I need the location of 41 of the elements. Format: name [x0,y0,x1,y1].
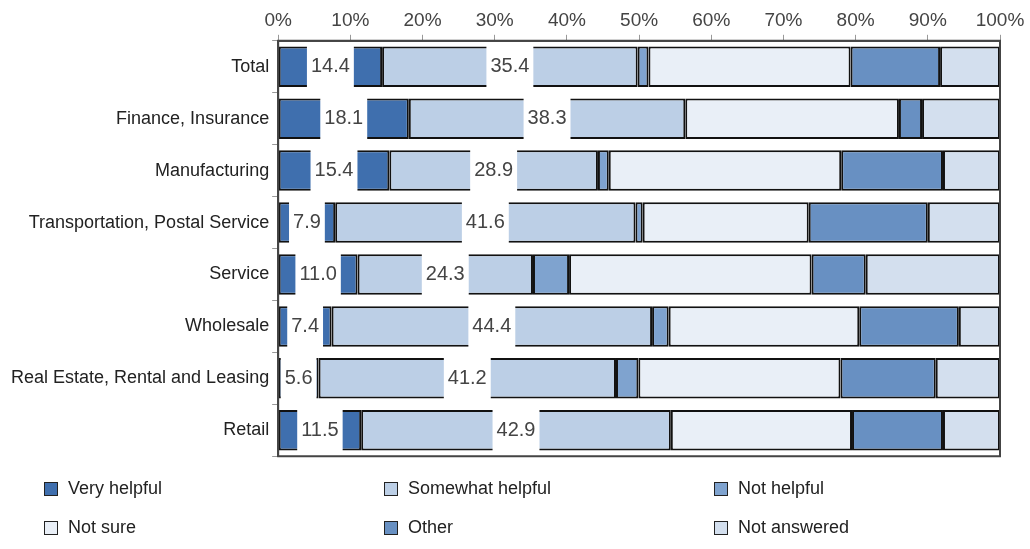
data-label: 41.2 [447,365,487,388]
data-label: 38.3 [527,106,567,129]
data-label: 11.0 [299,261,337,284]
data-label: 44.4 [472,313,512,336]
y-tick-label: Manufacturing [155,159,270,180]
y-tick-label: Finance, Insurance [116,107,270,128]
x-tick-label: 50% [620,8,659,30]
legend-label: Not helpful [738,478,825,499]
data-label: 28.9 [474,158,514,181]
y-tick-label: Service [209,263,270,284]
x-tick-label: 20% [403,8,442,30]
x-tick-label: 90% [908,8,947,30]
data-label: 11.5 [301,417,339,440]
y-tick-label: Transportation, Postal Service [28,211,270,232]
x-tick-label: 0% [264,8,292,30]
legend-label: Not answered [738,517,850,538]
x-tick-label: 30% [475,8,514,30]
data-label: 15.4 [314,158,354,181]
x-tick-label: 70% [764,8,803,30]
legend-label: Other [408,517,454,538]
legend-label: Somewhat helpful [408,478,552,499]
data-label: 24.3 [425,261,465,284]
y-tick-label: Wholesale [185,315,270,336]
data-label: 7.9 [293,210,321,233]
x-tick-label: 80% [836,8,875,30]
data-label: 5.6 [284,365,313,388]
y-tick-label: Total [231,55,270,76]
x-tick-label: 60% [692,8,731,30]
data-label: 41.6 [465,210,505,233]
legend-label: Not sure [68,517,137,538]
x-tick-label: 10% [331,8,370,30]
data-label: 14.4 [310,54,350,77]
y-tick-label: Real Estate, Rental and Leasing [11,367,270,388]
data-label: 7.4 [291,313,320,336]
x-tick-label: 40% [547,8,587,30]
data-label: 18.1 [324,106,364,129]
y-tick-label: Retail [223,419,270,440]
data-label: 35.4 [490,54,530,77]
legend-label: Very helpful [68,478,163,499]
x-tick-label: 100% [975,8,1025,30]
data-label: 42.9 [496,417,536,440]
